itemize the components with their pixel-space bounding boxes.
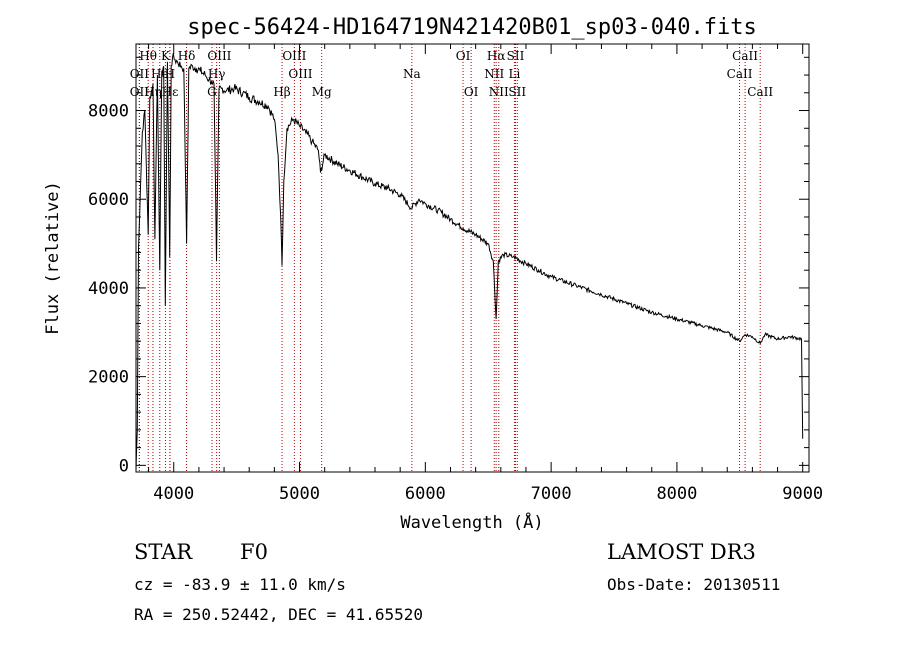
line-marker-label: Hβ — [273, 85, 290, 99]
spectrum-chart: spec-56424-HD164719N421420B01_sp03-040.f… — [43, 15, 823, 533]
x-axis: 4000 5000 6000 7000 8000 9000 — [148, 44, 823, 504]
line-marker-label: Hθ — [139, 49, 157, 63]
line-marker-label: H — [165, 67, 175, 81]
y-tick-label: 6000 — [88, 190, 129, 210]
line-marker-label: Hδ — [178, 49, 196, 63]
y-tick-label: 4000 — [88, 279, 129, 299]
line-marker-label: Hα — [487, 49, 506, 63]
y-tick-label: 8000 — [88, 102, 129, 122]
object-class: STAR — [134, 540, 193, 564]
line-marker-label: K — [161, 49, 171, 63]
line-marker-label: SII — [507, 49, 525, 63]
survey-name: LAMOST DR3 — [607, 540, 756, 564]
line-marker-label: NII — [489, 85, 509, 99]
redshift-cz: cz = -83.9 ± 11.0 km/s — [134, 575, 346, 594]
x-tick-label: 9000 — [782, 484, 823, 504]
ra-dec-coordinates: RA = 250.52442, DEC = 41.65520 — [134, 605, 423, 624]
x-tick-label: 7000 — [531, 484, 572, 504]
line-marker-label: OIII — [207, 49, 231, 63]
line-marker-label: G — [207, 85, 217, 99]
line-marker-label: OII — [130, 85, 150, 99]
line-marker-label: OIII — [282, 49, 306, 63]
spectrum-line — [135, 53, 804, 470]
x-tick-label: 8000 — [656, 484, 697, 504]
y-axis-label: Flux (relative) — [43, 181, 63, 335]
y-tick-label: 2000 — [88, 368, 129, 388]
spectral-subclass: F0 — [240, 540, 268, 564]
line-marker-label: Mg — [312, 85, 332, 99]
line-marker-label: NII — [484, 67, 504, 81]
line-marker-label: OIII — [288, 67, 312, 81]
line-marker-label: CaII — [732, 49, 758, 63]
chart-title: spec-56424-HD164719N421420B01_sp03-040.f… — [187, 15, 757, 40]
line-marker-label: OI — [464, 85, 479, 99]
line-marker-label: CaII — [747, 85, 773, 99]
line-marker-label: SII — [508, 85, 526, 99]
x-tick-label: 5000 — [279, 484, 320, 504]
spectrum-series — [135, 53, 804, 470]
line-marker-label: OI — [456, 49, 471, 63]
x-axis-label: Wavelength (Å) — [400, 511, 543, 533]
y-axis: 0 2000 4000 6000 8000 — [88, 56, 809, 476]
x-tick-label: 4000 — [153, 484, 194, 504]
line-marker-label: CaII — [727, 67, 753, 81]
y-tick-label: 0 — [119, 456, 129, 476]
emission-line-markers: HθOIIOIIHηHeHεKHHδGOIIIHγHβOIIIOIIIMgNaO… — [130, 44, 773, 472]
line-marker-label: Hγ — [208, 67, 226, 81]
observation-date: Obs-Date: 20130511 — [607, 575, 781, 594]
x-tick-label: 6000 — [405, 484, 446, 504]
plot-frame — [135, 43, 810, 473]
line-marker-label: Li — [508, 67, 520, 81]
line-marker-label: Na — [403, 67, 421, 81]
